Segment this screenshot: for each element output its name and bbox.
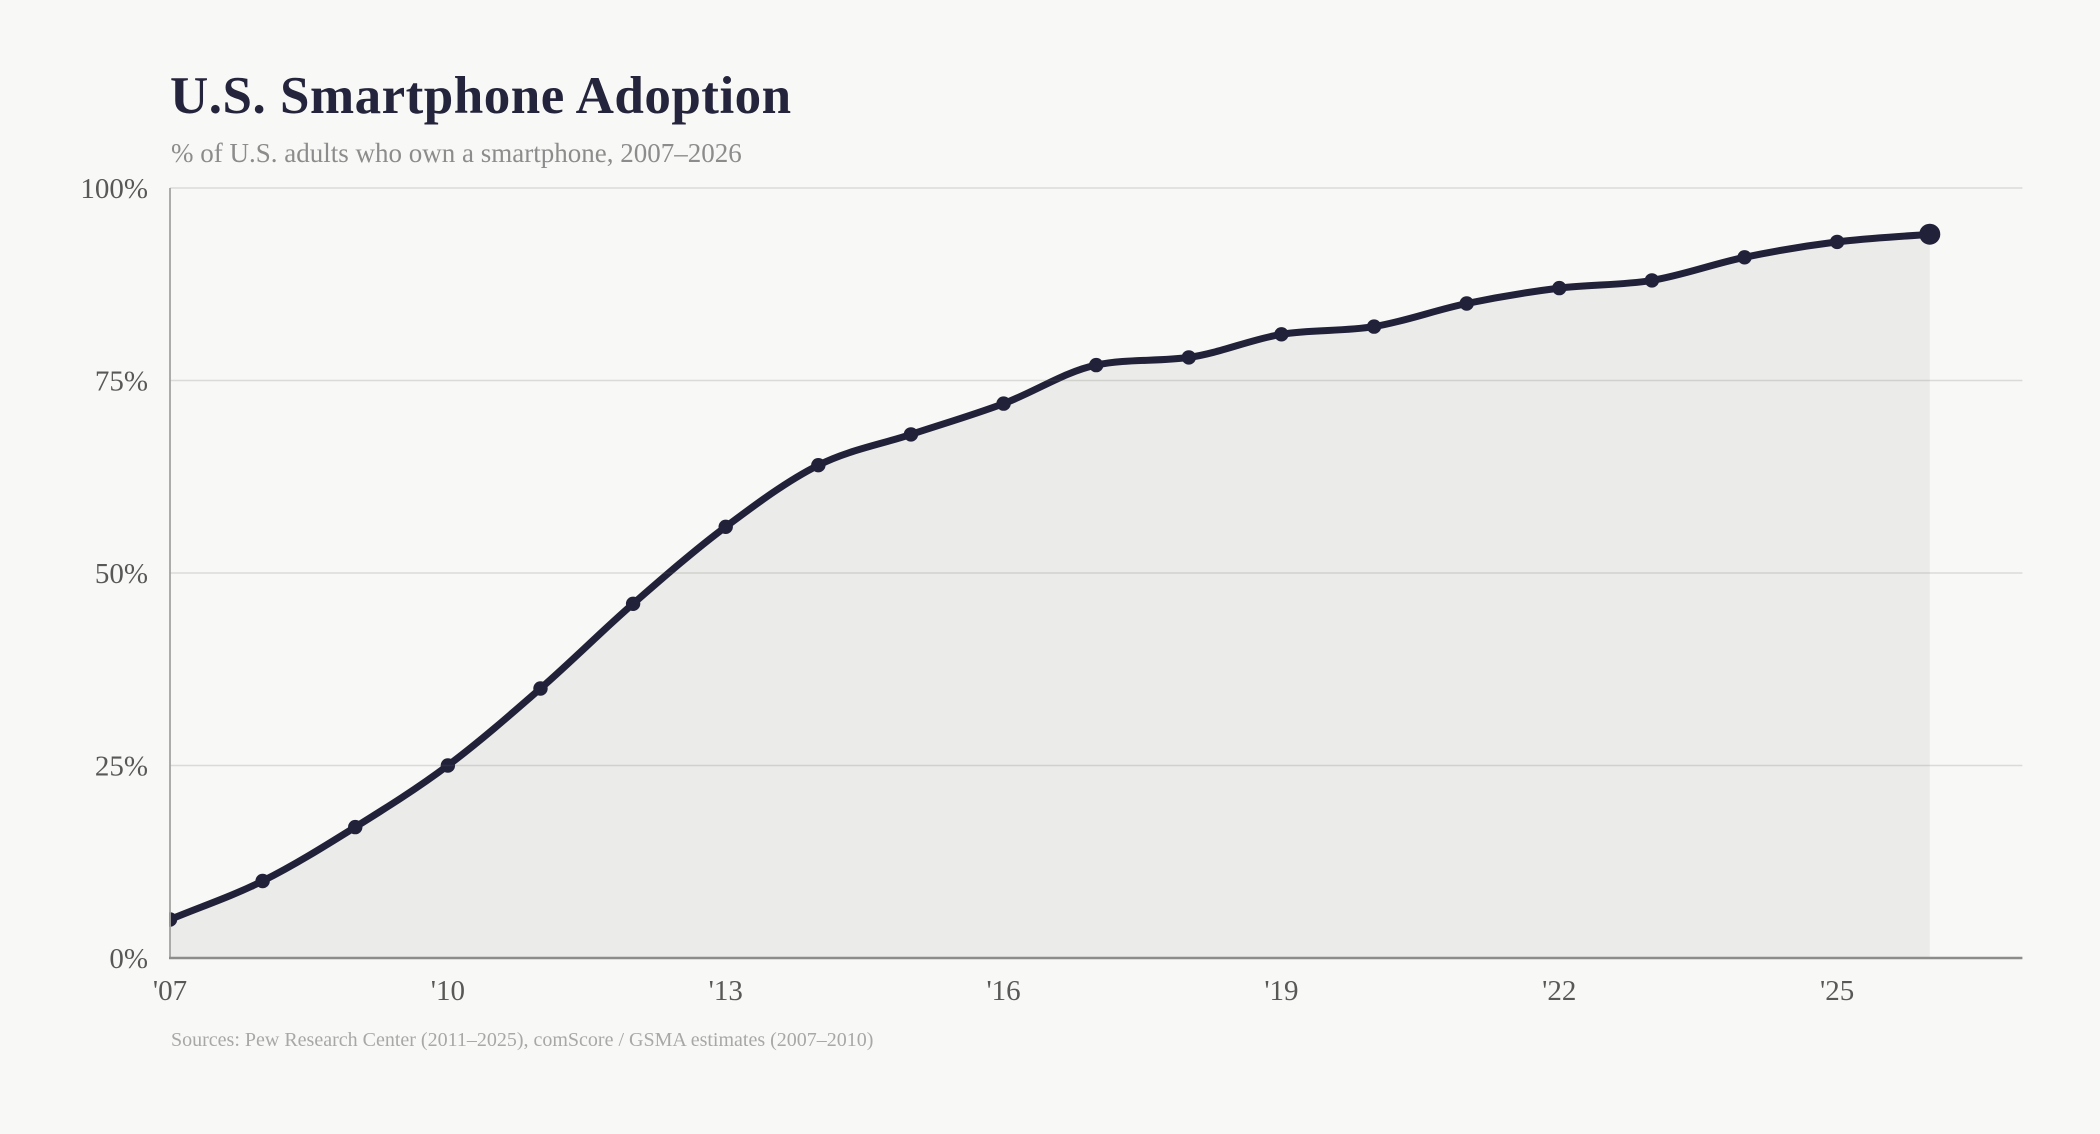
y-tick-label-25: 25%: [95, 750, 148, 782]
data-point: [169, 912, 178, 927]
data-point: [718, 519, 733, 534]
data-point: [348, 819, 363, 835]
data-point: [1552, 280, 1567, 296]
data-point: [1366, 319, 1382, 334]
x-tick-label-2013: '13: [709, 975, 743, 1007]
x-tick-label-2010: '10: [431, 975, 465, 1007]
y-tick-label-0: 0%: [109, 943, 148, 975]
series-group: [169, 223, 1941, 958]
x-tick-label-2007: '07: [153, 975, 187, 1007]
data-point: [440, 758, 456, 773]
source-note: Sources: Pew Research Center (2011–2025)…: [171, 1029, 874, 1051]
y-tick-label-100: 100%: [80, 173, 148, 205]
area-fill: [170, 234, 1930, 958]
data-point: [1737, 250, 1752, 265]
x-tick-label-2022: '22: [1542, 975, 1576, 1007]
data-point: [1644, 273, 1660, 288]
data-point: [903, 427, 919, 442]
data-point: [1089, 357, 1104, 373]
end-data-point: [1919, 223, 1941, 245]
data-point: [1459, 296, 1474, 311]
data-point: [1829, 234, 1845, 250]
x-tick-label-2016: '16: [986, 975, 1020, 1007]
data-point: [625, 596, 641, 611]
data-point: [996, 396, 1011, 411]
chart-subtitle: % of U.S. adults who own a smartphone, 2…: [171, 138, 742, 168]
data-point: [811, 458, 826, 473]
data-point: [533, 681, 548, 696]
y-tick-label-50: 50%: [95, 558, 148, 590]
x-tick-label-2019: '19: [1264, 975, 1298, 1007]
chart-title: U.S. Smartphone Adoption: [170, 67, 792, 125]
y-tick-label-75: 75%: [95, 365, 148, 397]
x-tick-label-2025: '25: [1820, 975, 1854, 1007]
data-point: [255, 873, 270, 889]
data-point: [1274, 327, 1289, 342]
data-point: [1181, 350, 1197, 365]
